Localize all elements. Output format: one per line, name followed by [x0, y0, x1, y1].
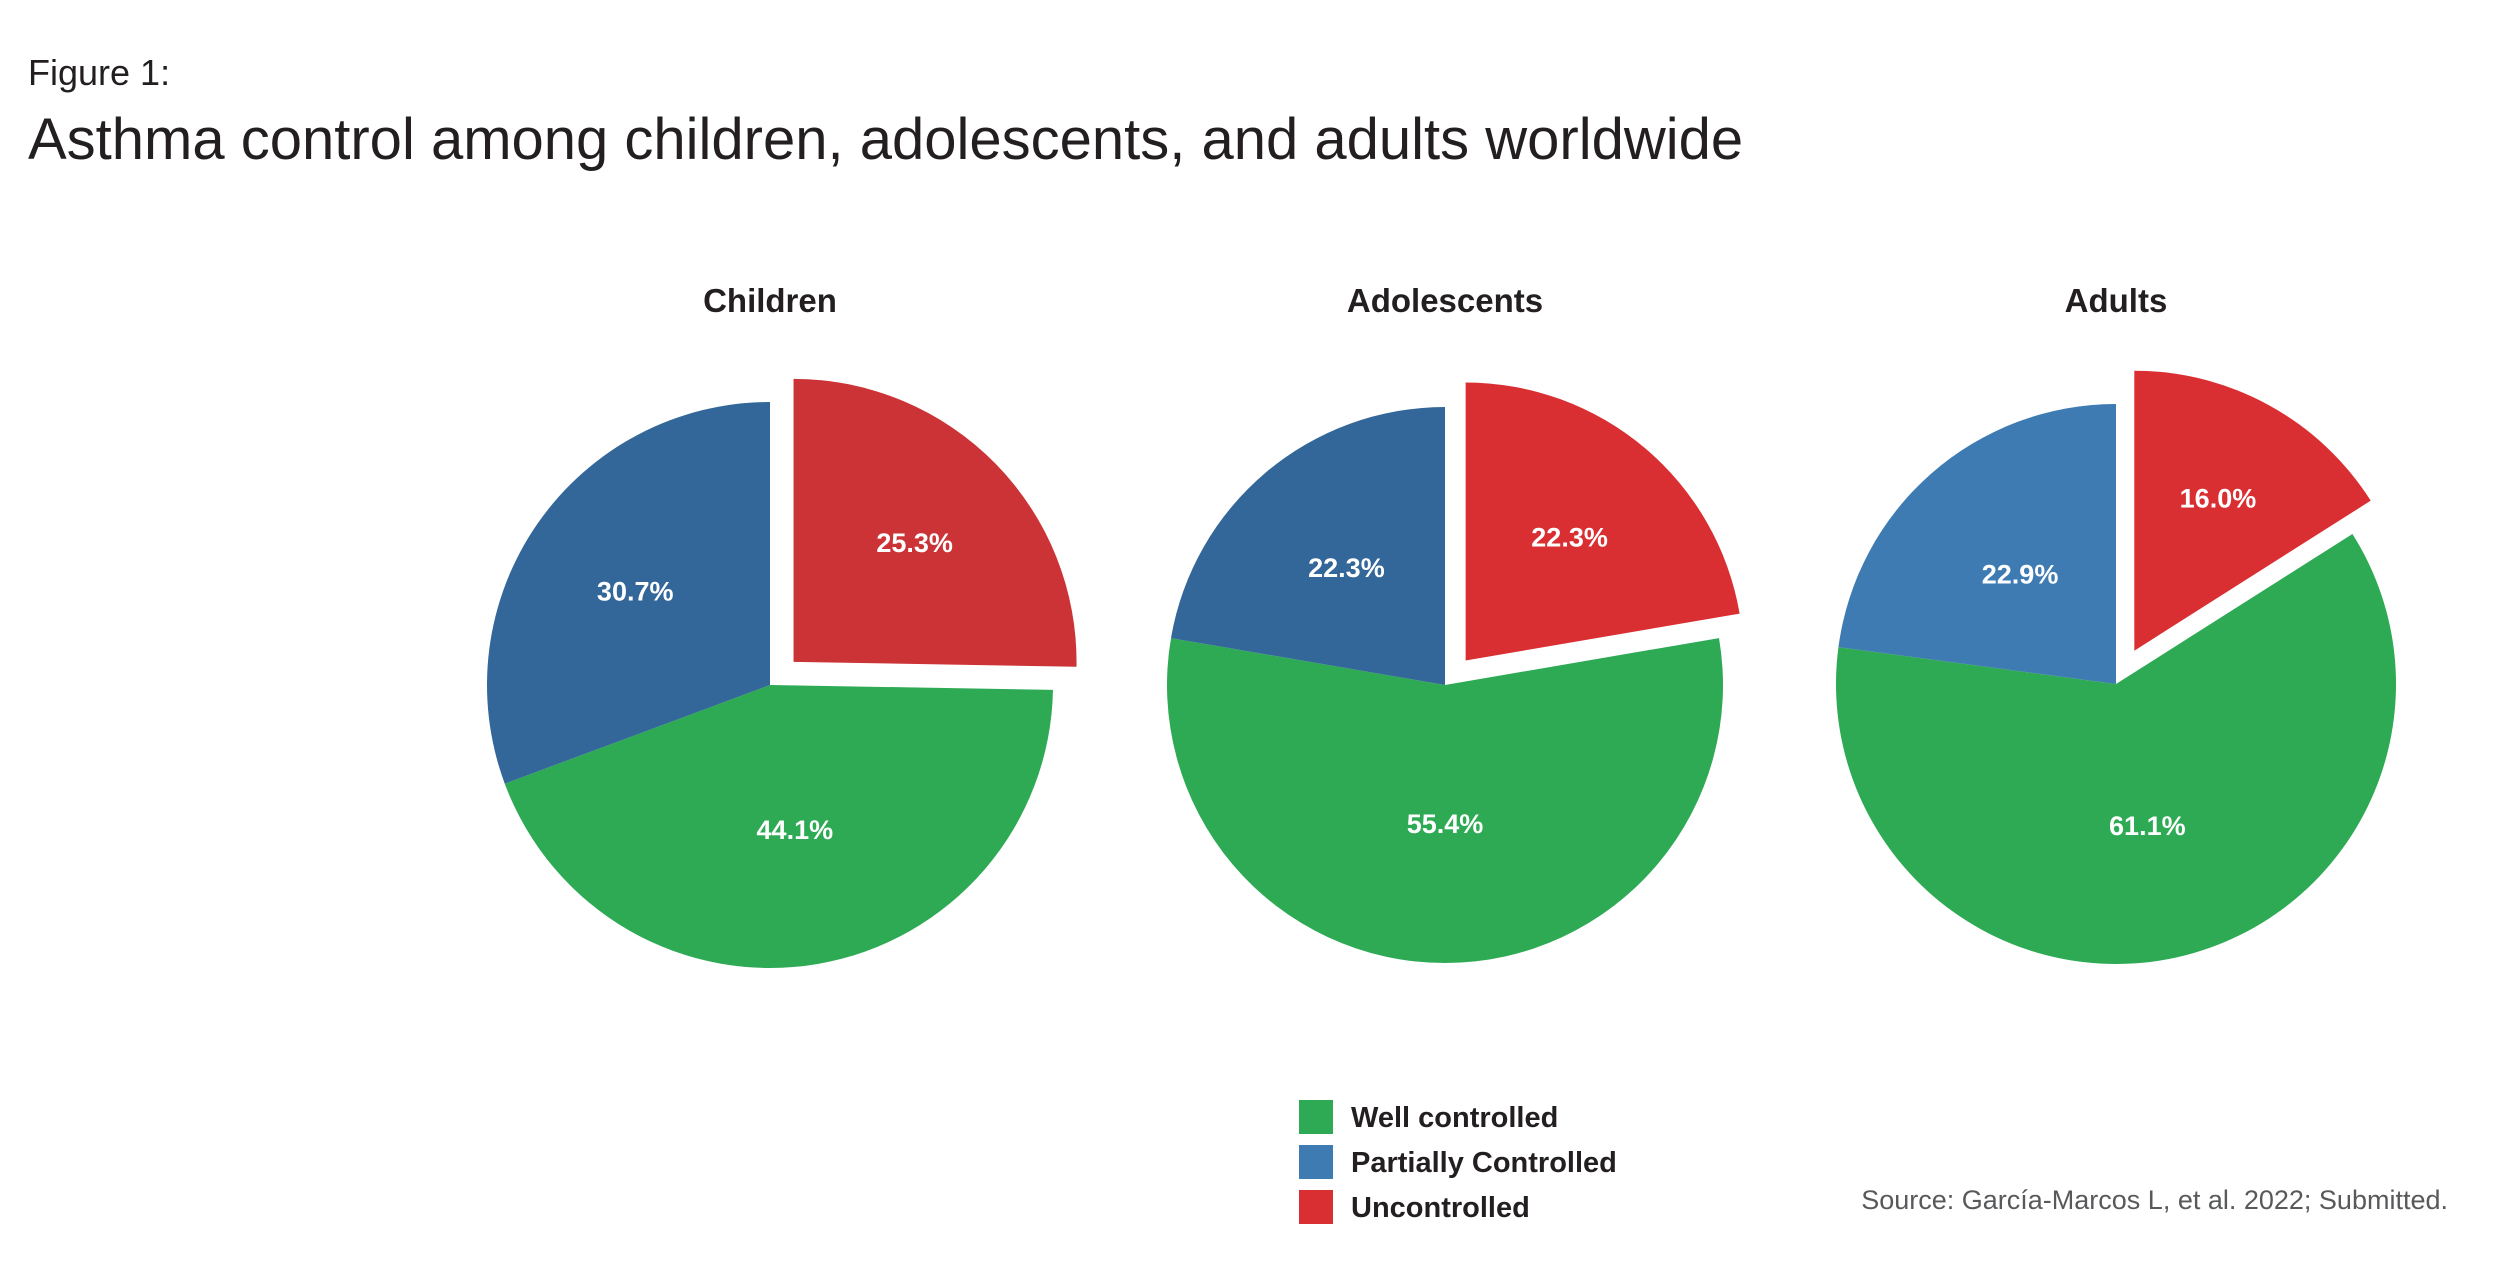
pie-children: Children 25.3% 44.1% 30.7% [486, 282, 1077, 969]
slice-label-partially-controlled: 22.3% [1308, 553, 1385, 583]
slice-label-partially-controlled: 22.9% [1982, 559, 2059, 589]
pie-slice-uncontrolled [793, 378, 1077, 667]
pie-title: Children [703, 282, 837, 319]
pie-slice-uncontrolled [1465, 382, 1740, 661]
legend-swatch-well-controlled [1299, 1100, 1333, 1134]
pie-slice-well-controlled [504, 685, 1053, 969]
slice-label-uncontrolled: 22.3% [1531, 522, 1608, 552]
legend-label-well-controlled: Well controlled [1351, 1102, 1558, 1134]
slice-label-uncontrolled: 25.3% [876, 528, 953, 558]
legend-label-uncontrolled: Uncontrolled [1351, 1192, 1530, 1224]
pie-slice-well-controlled [1836, 533, 2396, 964]
pie-slice-partially-controlled [1170, 407, 1445, 685]
pie-slice-well-controlled [1167, 638, 1723, 964]
slice-label-well-controlled: 44.1% [757, 815, 834, 845]
figure-label: Figure 1: [28, 52, 171, 93]
pie-adults: Adults 16.0% 61.1% 22.9% [1836, 282, 2396, 964]
legend-label-partially-controlled: Partially Controlled [1351, 1147, 1617, 1179]
pie-slice-partially-controlled [1838, 404, 2116, 684]
slice-label-well-controlled: 61.1% [2109, 811, 2186, 841]
pie-adolescents: Adolescents 22.3% 55.4% 22.3% [1167, 282, 1740, 964]
slice-label-well-controlled: 55.4% [1407, 809, 1484, 839]
legend-swatch-uncontrolled [1299, 1190, 1333, 1224]
chart-title: Asthma control among children, adolescen… [28, 107, 1744, 172]
source-note: Source: García-Marcos L, et al. 2022; Su… [1861, 1185, 2448, 1215]
pie-slice-uncontrolled [2134, 370, 2371, 651]
slice-label-uncontrolled: 16.0% [2180, 484, 2257, 514]
pie-slice-partially-controlled [486, 402, 770, 784]
legend: Well controlled Partially Controlled Uncon… [1299, 1100, 1617, 1224]
pie-title: Adults [2065, 282, 2168, 319]
pie-title: Adolescents [1347, 282, 1543, 319]
slice-label-partially-controlled: 30.7% [597, 576, 674, 606]
legend-swatch-partially-controlled [1299, 1145, 1333, 1179]
